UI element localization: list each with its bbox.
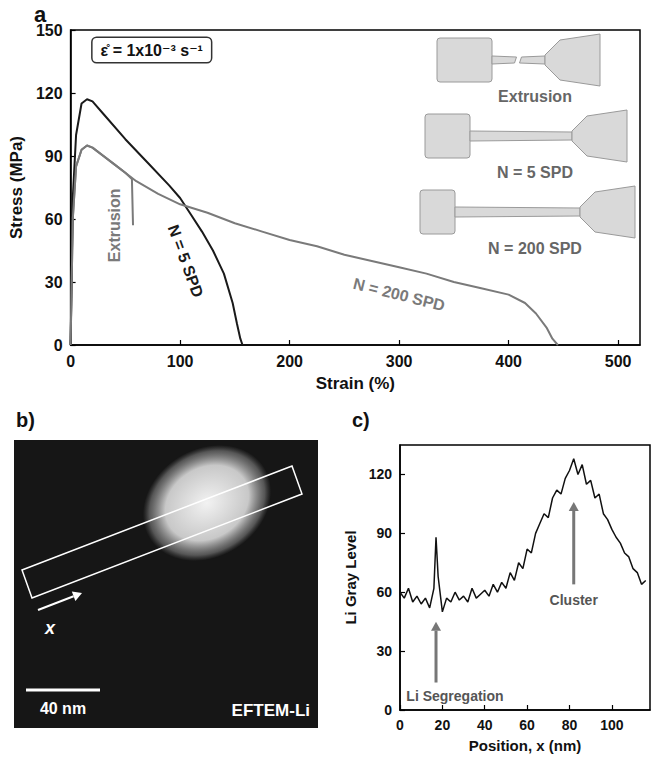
- svg-text:30: 30: [45, 274, 63, 291]
- svg-text:20: 20: [435, 717, 451, 733]
- svg-text:Position, x (nm): Position, x (nm): [469, 737, 582, 754]
- svg-text:120: 120: [36, 85, 63, 102]
- svg-text:100: 100: [600, 717, 624, 733]
- svg-text:Strain (%): Strain (%): [316, 374, 395, 393]
- svg-text:N = 200 SPD: N = 200 SPD: [488, 240, 582, 257]
- svg-text:60: 60: [376, 584, 392, 600]
- svg-text:0: 0: [396, 717, 404, 733]
- svg-text:40 nm: 40 nm: [40, 700, 86, 717]
- svg-text:a: a: [34, 2, 47, 27]
- svg-text:Li Segregation: Li Segregation: [406, 688, 503, 704]
- svg-text:N = 5 SPD: N = 5 SPD: [497, 164, 573, 181]
- svg-text:Cluster: Cluster: [550, 592, 599, 608]
- svg-text:Extrusion: Extrusion: [106, 188, 123, 262]
- svg-text:b): b): [16, 409, 35, 431]
- svg-text:x: x: [44, 618, 56, 638]
- svg-text:0: 0: [384, 702, 392, 718]
- svg-text:150: 150: [35, 21, 63, 39]
- svg-text:N = 200 SPD: N = 200 SPD: [352, 275, 447, 314]
- svg-text:0: 0: [54, 337, 63, 354]
- svg-text:0: 0: [66, 353, 75, 370]
- svg-text:90: 90: [376, 525, 392, 541]
- svg-text:60: 60: [519, 717, 535, 733]
- svg-text:Li Gray Level: Li Gray Level: [342, 530, 359, 624]
- svg-text:30: 30: [376, 643, 392, 659]
- svg-text:300: 300: [386, 353, 413, 370]
- svg-text:200: 200: [276, 353, 303, 370]
- svg-text:40: 40: [477, 717, 493, 733]
- svg-text:Extrusion: Extrusion: [498, 88, 572, 105]
- svg-text:EFTEM-Li: EFTEM-Li: [232, 701, 310, 720]
- svg-text:N = 5 SPD: N = 5 SPD: [165, 222, 207, 299]
- svg-text:80: 80: [562, 717, 578, 733]
- svg-text:c): c): [352, 409, 370, 431]
- svg-text:60: 60: [45, 211, 63, 228]
- svg-text:100: 100: [167, 353, 194, 370]
- svg-text:90: 90: [45, 148, 63, 165]
- svg-text:ε̊ = 1x10⁻³ s⁻¹: ε̊ = 1x10⁻³ s⁻¹: [101, 42, 203, 59]
- svg-text:500: 500: [605, 353, 632, 370]
- svg-text:Stress (MPa): Stress (MPa): [7, 136, 26, 239]
- svg-text:120: 120: [369, 466, 393, 482]
- svg-text:400: 400: [495, 353, 522, 370]
